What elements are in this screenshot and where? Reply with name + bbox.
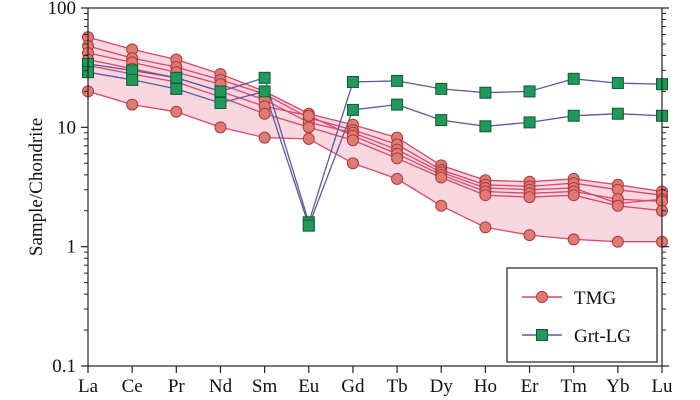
grt-point [214,96,227,109]
tmg-point [302,109,315,122]
legend-grt-label: Grt-LG [574,326,631,347]
grt-point [258,85,271,98]
tmg-point [523,229,536,242]
tmg-point [391,152,404,165]
x-tick-label: Tm [560,376,587,397]
legend: TMG Grt-LG [506,267,658,363]
tmg-point [435,199,448,212]
grt-point [567,72,580,85]
tmg-point [435,171,448,184]
tmg-series-line-2 [87,52,663,205]
axis-ticks-layer: La Ce Pr Nd Sm Eu Gd Tb Dy Ho Er Tm Yb Lu 0.1 1 10 100 [48,0,674,397]
tmg-point [567,233,580,246]
tmg-point [170,105,183,118]
tmg-point [214,121,227,134]
y-tick-label: 100 [48,0,77,19]
x-tick-label: Gd [341,376,365,397]
legend-box [506,267,658,363]
grt-series-line-6 [87,63,663,225]
tmg-point [258,131,271,144]
legend-grt-marker [536,329,548,341]
legend-tmg-marker [536,291,548,303]
y-tick-label: 0.1 [52,356,76,377]
tmg-point [258,107,271,120]
tmg-point [302,121,315,134]
x-tick-label: Pr [168,376,186,397]
grt-series-line-7 [87,71,663,228]
tmg-point [346,134,359,147]
y-tick-label: 1 [67,237,77,258]
grt-point [258,71,271,84]
x-tick-label: Nd [209,376,233,397]
tmg-point [479,221,492,234]
tmg-point [346,157,359,170]
series-lines-layer [87,36,663,243]
tmg-point [523,191,536,204]
grt-point [302,219,315,232]
grt-point [611,77,624,90]
tmg-series-line-1 [87,45,663,196]
grt-point [523,116,536,129]
grt-point [346,103,359,116]
x-tick-label: Eu [298,376,320,397]
x-tick-label: Lu [651,376,673,397]
legend-tmg-label: TMG [574,288,617,309]
grt-point [170,71,183,84]
tmg-series-line-4 [87,64,663,212]
tmg-point [567,189,580,202]
x-tick-label: Yb [606,376,629,397]
x-tick-label: Ce [122,376,143,397]
grt-point [391,74,404,87]
tmg-point [611,199,624,212]
grt-point [170,82,183,95]
grt-point [567,109,580,122]
tmg-point [479,189,492,202]
x-tick-label: Ho [474,376,497,397]
x-tick-label: La [78,376,99,397]
y-tick-label: 10 [57,117,76,138]
x-tick-label: Er [521,376,540,397]
grt-point [126,73,139,86]
grt-point [479,120,492,133]
x-tick-label: Dy [430,376,454,397]
tmg-point [611,235,624,248]
grt-point [391,98,404,111]
tmg-series-line-5 [87,90,662,243]
tmg-series-line-0 [87,36,663,193]
grt-point [611,107,624,120]
grt-point [435,82,448,95]
tmg-point [391,172,404,185]
grt-point [435,114,448,127]
x-tick-label: Sm [252,376,278,397]
grt-point [523,85,536,98]
x-tick-label: Tb [387,376,408,397]
grt-point [214,85,227,98]
tmg-point [302,132,315,145]
grt-point [479,86,492,99]
y-axis-title: Sample/Chondrite [26,118,47,256]
tmg-point [126,98,139,111]
grt-point [346,75,359,88]
plot-frame [87,7,663,367]
